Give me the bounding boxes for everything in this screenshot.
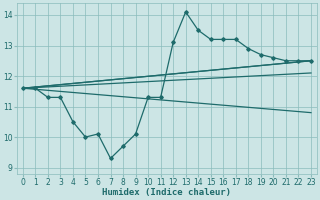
X-axis label: Humidex (Indice chaleur): Humidex (Indice chaleur): [102, 188, 231, 197]
